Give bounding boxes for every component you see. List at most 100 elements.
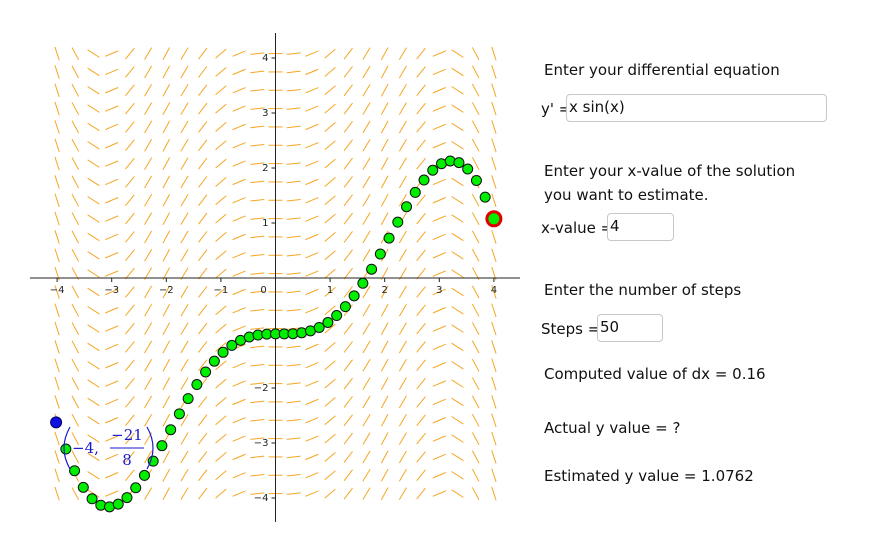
slope-segment: [144, 175, 153, 189]
slope-segment: [432, 68, 446, 76]
slope-segment: [232, 417, 246, 424]
slope-segment: [362, 102, 371, 115]
slope-segment: [491, 358, 497, 373]
slope-segment: [215, 85, 227, 96]
slope-segment: [144, 358, 153, 372]
slope-segment: [215, 323, 227, 334]
label-denominator: 8: [122, 451, 132, 469]
slope-segment: [198, 212, 208, 225]
euler-point: [138, 469, 150, 481]
euler-point: [409, 186, 421, 198]
slope-segment: [144, 65, 153, 79]
slope-segment: [71, 450, 80, 464]
slope-segment: [105, 252, 119, 259]
slope-segment: [125, 194, 135, 207]
slope-segment: [471, 248, 480, 262]
slope-segment: [286, 364, 301, 367]
slope-segment: [305, 343, 319, 351]
y-tick-label: 4: [262, 53, 268, 64]
slope-segment: [398, 230, 407, 244]
slope-segment: [451, 416, 464, 425]
slope-segment: [125, 176, 135, 188]
slope-segment: [471, 193, 480, 207]
euler-point: [86, 493, 98, 505]
slope-segment: [71, 193, 80, 207]
slope-segment: [286, 217, 301, 220]
slope-segment: [71, 395, 80, 409]
slope-segment: [471, 65, 480, 79]
slope-segment: [286, 144, 301, 147]
slope-segment: [398, 248, 407, 262]
slope-segment: [471, 102, 480, 115]
slope-segment: [432, 252, 446, 259]
slope-segment: [398, 413, 407, 427]
x-label: x-value =: [541, 219, 614, 237]
slope-segment: [162, 340, 171, 354]
slope-segment: [416, 249, 426, 262]
slope-segment: [380, 358, 389, 372]
slope-segment: [71, 432, 80, 445]
slope-segment: [87, 379, 100, 388]
slope-segment: [162, 120, 171, 134]
slope-segment: [144, 138, 153, 152]
slope-segment: [398, 65, 407, 79]
x-tick-label: 0: [260, 285, 266, 296]
slope-segment: [380, 47, 389, 60]
slope-segment: [250, 52, 265, 55]
slope-segment: [491, 120, 497, 134]
euler-point: [331, 310, 343, 322]
slope-segment: [451, 324, 464, 333]
slope-segment: [286, 70, 301, 74]
slope-segment: [54, 46, 60, 61]
slope-segment: [324, 397, 336, 407]
slope-segment: [71, 230, 80, 244]
slope-segment: [362, 194, 371, 207]
label-numerator: −21: [111, 426, 143, 444]
slope-segment: [54, 395, 60, 409]
slope-segment: [54, 156, 60, 171]
slope-segment: [232, 288, 246, 296]
euler-point: [374, 248, 386, 260]
slope-segment: [162, 377, 171, 390]
slope-segment: [215, 360, 227, 371]
slope-segment: [324, 48, 336, 59]
slope-segment: [198, 102, 208, 115]
euler-point: [427, 164, 439, 176]
y-tick-label: 2: [262, 163, 268, 174]
euler-point: [217, 346, 229, 358]
slope-segment: [432, 472, 446, 479]
slope-segment: [180, 157, 189, 170]
slope-segment: [162, 102, 171, 115]
slope-segment: [451, 122, 464, 132]
dx-text: Computed value of dx = 0.16: [544, 365, 766, 383]
slope-segment: [54, 120, 60, 134]
slope-segment: [125, 469, 135, 482]
steps-input[interactable]: 50: [597, 314, 663, 342]
slope-segment: [416, 47, 426, 60]
slope-segment: [162, 395, 171, 409]
slope-segment: [215, 342, 227, 352]
slope-segment: [471, 47, 480, 60]
slope-segment: [471, 450, 480, 464]
slope-segment: [71, 120, 80, 134]
slope-segment: [71, 413, 80, 427]
slope-segment: [380, 157, 389, 170]
slope-segment: [432, 197, 446, 204]
slope-segment: [180, 450, 189, 464]
slope-segment: [105, 362, 119, 369]
slope-segment: [232, 160, 246, 167]
slope-segment: [471, 212, 480, 225]
slope-segment: [232, 380, 246, 387]
equation-input[interactable]: x sin(x): [566, 94, 827, 122]
slope-segment: [471, 120, 480, 134]
slope-segment: [362, 414, 371, 427]
slope-segment: [471, 413, 480, 427]
slope-segment: [491, 285, 497, 299]
x-input[interactable]: 4: [607, 213, 674, 241]
euler-point: [479, 191, 491, 203]
slope-segment: [398, 377, 407, 390]
slope-segment: [250, 345, 265, 349]
slope-segment: [324, 213, 336, 224]
slope-segment: [71, 212, 80, 225]
slope-segment: [250, 272, 265, 275]
